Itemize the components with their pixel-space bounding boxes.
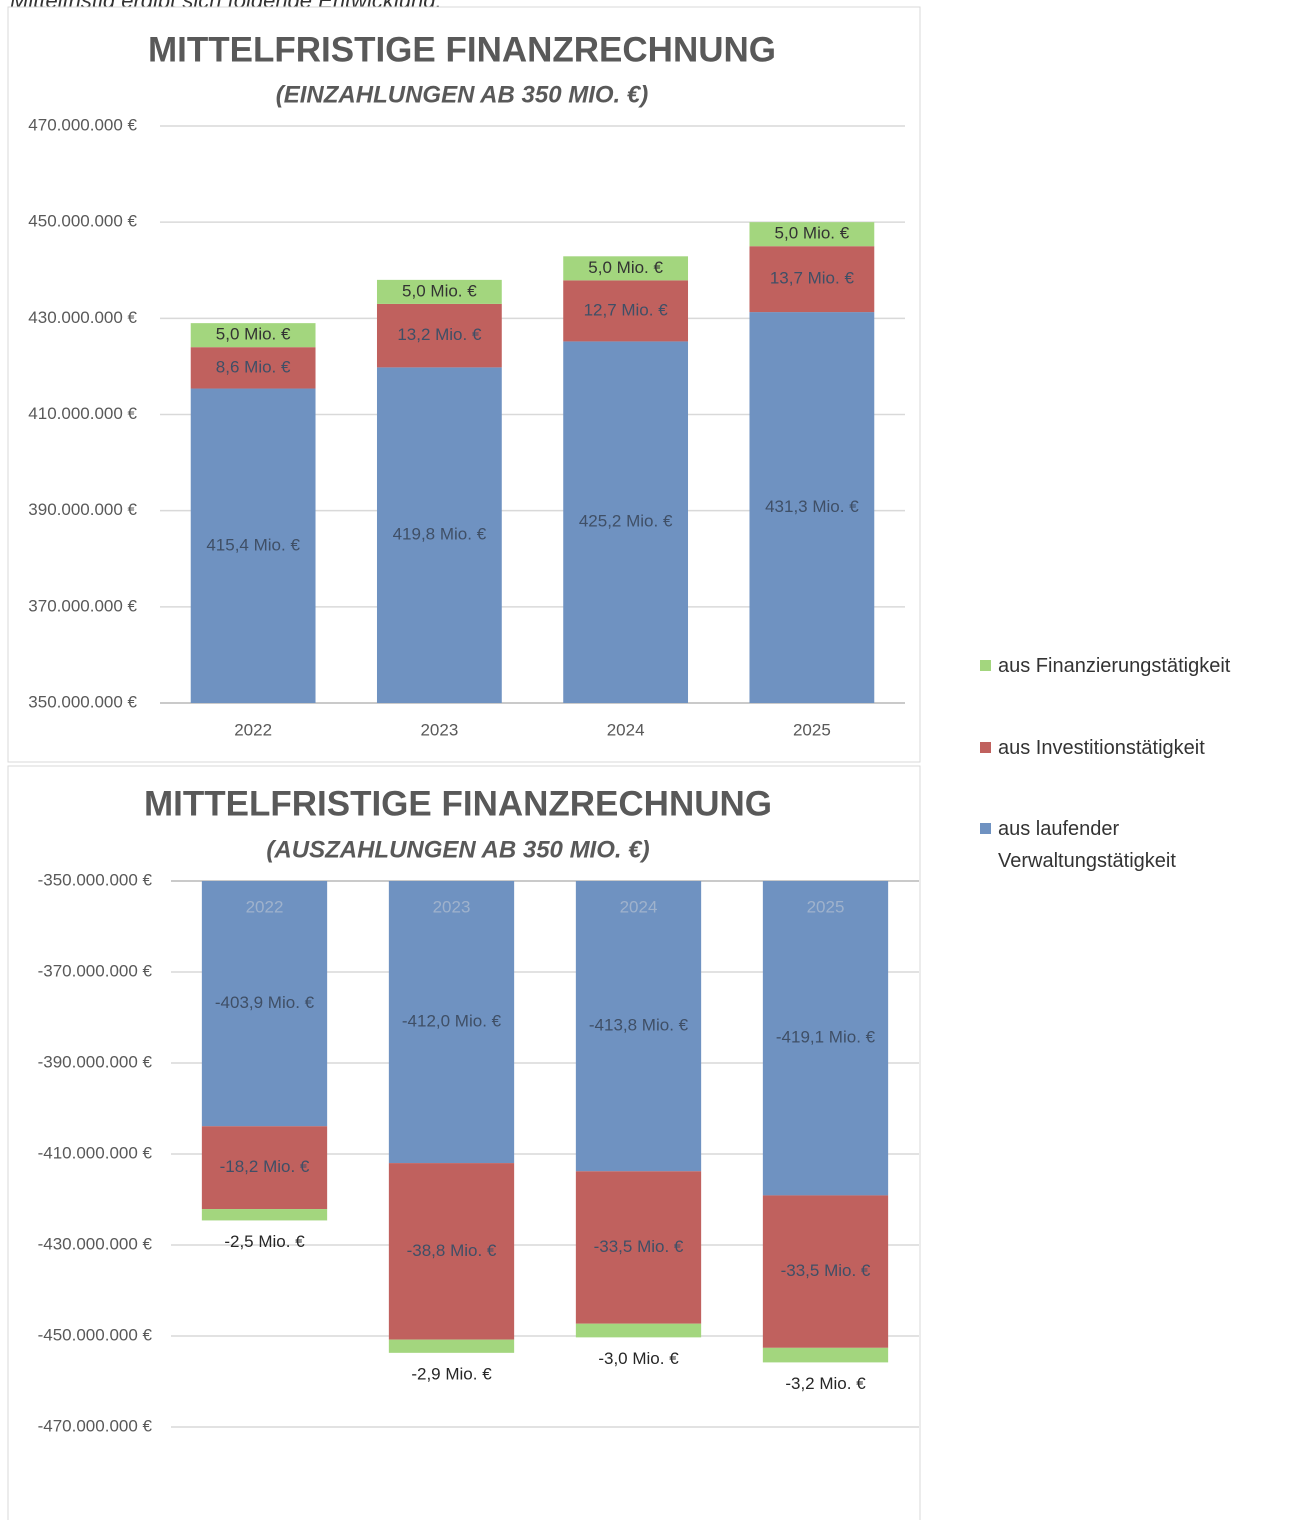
legend-item: aus Finanzierungstätigkeit (980, 650, 1276, 682)
bar-segment (376, 367, 502, 703)
value-label: -3,2 Mio. € (785, 1374, 866, 1393)
value-label: 5,0 Mio. € (775, 224, 850, 243)
bar-segment (388, 1339, 515, 1353)
y-tick-label: -350.000.000 € (38, 870, 153, 889)
bar-segment (190, 388, 316, 703)
chart-title: MITTELFRISTIGE FINANZRECHNUNG (148, 30, 776, 69)
chart-title: MITTELFRISTIGE FINANZRECHNUNG (144, 784, 772, 823)
bar-segment (388, 1163, 515, 1340)
y-tick-label: 370.000.000 € (28, 596, 137, 615)
bar-segment (201, 881, 328, 1127)
bar-segment (201, 1126, 328, 1210)
x-tick-label: 2024 (607, 720, 645, 739)
legend-item: aus laufender Verwaltungstätigkeit (980, 813, 1276, 877)
bar-segment (749, 246, 875, 313)
legend-swatch (980, 742, 991, 753)
value-label: -33,5 Mio. € (781, 1261, 871, 1280)
bar-segment (563, 341, 689, 703)
bar-segment (749, 312, 875, 703)
value-label: 415,4 Mio. € (206, 535, 300, 554)
legend-label: aus laufender Verwaltungstätigkeit (998, 818, 1176, 872)
value-label: 8,6 Mio. € (216, 357, 291, 376)
y-tick-label: 350.000.000 € (28, 692, 137, 711)
value-label: -3,0 Mio. € (598, 1349, 679, 1368)
value-label: -412,0 Mio. € (402, 1012, 502, 1031)
value-label: 431,3 Mio. € (765, 497, 859, 516)
y-tick-label: 410.000.000 € (28, 404, 137, 423)
value-label: 5,0 Mio. € (588, 258, 663, 277)
value-label: 13,2 Mio. € (397, 325, 482, 344)
bar-segment (563, 280, 689, 342)
value-label: -38,8 Mio. € (407, 1241, 497, 1260)
value-label: -2,9 Mio. € (411, 1364, 492, 1383)
bar-segment (376, 303, 502, 368)
legend-swatch (980, 823, 991, 834)
x-tick-label: 2024 (620, 897, 658, 916)
bar-segment (575, 1171, 702, 1324)
value-label: 12,7 Mio. € (584, 300, 669, 319)
chart-subtitle: (AUSZAHLUNGEN AB 350 MIO. €) (266, 836, 649, 863)
legend-item: aus Investitionstätigkeit (980, 732, 1276, 764)
x-tick-label: 2025 (807, 897, 845, 916)
x-tick-label: 2022 (246, 897, 284, 916)
y-tick-label: -470.000.000 € (38, 1416, 153, 1435)
value-label: -18,2 Mio. € (220, 1157, 310, 1176)
y-tick-label: 430.000.000 € (28, 308, 137, 327)
x-tick-label: 2023 (420, 720, 458, 739)
bar-segment (575, 881, 702, 1172)
bar-segment (388, 881, 515, 1164)
bar-segment (190, 323, 316, 348)
bar-segment (563, 256, 689, 281)
bar-segment (762, 1347, 889, 1363)
bar-segment (762, 1195, 889, 1348)
y-tick-label: -430.000.000 € (38, 1234, 153, 1253)
legend-label: aus Finanzierungstätigkeit (998, 655, 1231, 677)
value-label: -403,9 Mio. € (215, 993, 315, 1012)
value-label: 5,0 Mio. € (216, 325, 291, 344)
y-tick-label: -390.000.000 € (38, 1052, 153, 1071)
bar-segment (201, 1209, 328, 1221)
y-tick-label: 470.000.000 € (28, 115, 137, 134)
bar-segment (749, 222, 875, 247)
value-label: -2,5 Mio. € (224, 1232, 305, 1251)
value-label: -413,8 Mio. € (589, 1016, 689, 1035)
y-tick-label: -410.000.000 € (38, 1143, 153, 1162)
legend-label: aus Investitionstätigkeit (998, 737, 1205, 759)
y-tick-label: -370.000.000 € (38, 961, 153, 980)
value-label: 13,7 Mio. € (770, 269, 855, 288)
value-label: 425,2 Mio. € (579, 512, 673, 531)
value-label: -419,1 Mio. € (776, 1028, 876, 1047)
value-label: -33,5 Mio. € (594, 1237, 684, 1256)
bar-segment (376, 279, 502, 304)
legend-swatch (980, 660, 991, 671)
bar-segment (575, 1323, 702, 1338)
y-tick-label: -450.000.000 € (38, 1325, 153, 1344)
y-tick-label: 450.000.000 € (28, 212, 137, 231)
value-label: 419,8 Mio. € (393, 525, 487, 544)
x-tick-label: 2025 (793, 720, 831, 739)
y-tick-label: 390.000.000 € (28, 500, 137, 519)
value-label: 5,0 Mio. € (402, 281, 477, 300)
x-tick-label: 2022 (234, 720, 272, 739)
x-tick-label: 2023 (433, 897, 471, 916)
bar-segment (762, 881, 889, 1196)
chart-subtitle: (EINZAHLUNGEN AB 350 MIO. €) (276, 81, 648, 108)
bar-segment (190, 347, 316, 389)
